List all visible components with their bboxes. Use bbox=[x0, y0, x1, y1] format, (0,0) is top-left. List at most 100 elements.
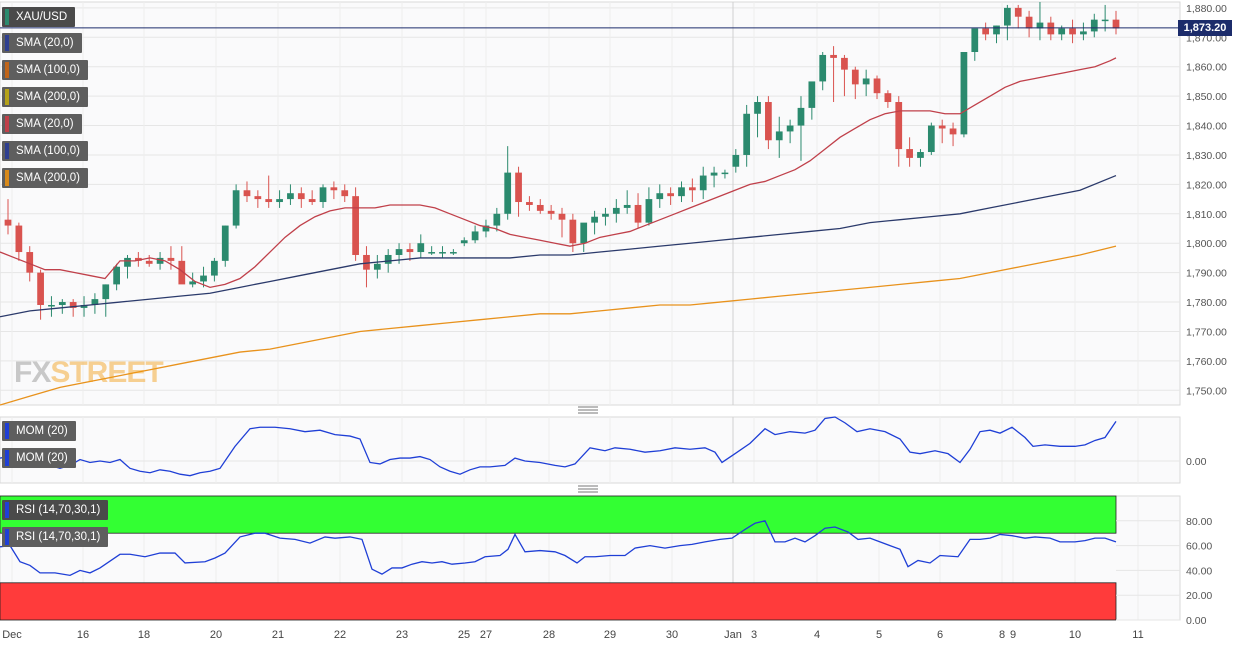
main-y-tick-label: 1,850.00 bbox=[1186, 91, 1227, 103]
candle-body bbox=[873, 78, 881, 94]
candle-body bbox=[688, 187, 696, 191]
candle-body bbox=[1080, 31, 1087, 35]
candle-body bbox=[895, 102, 903, 150]
candle-body bbox=[862, 78, 870, 85]
legend-sma-100-a[interactable]: SMA (100,0) bbox=[2, 60, 88, 80]
candle-body bbox=[4, 219, 12, 226]
legend-sma-200-b[interactable]: SMA (200,0) bbox=[2, 168, 88, 188]
x-date-label: 18 bbox=[138, 629, 150, 641]
candle-bullish bbox=[482, 219, 490, 238]
candle-bearish bbox=[363, 246, 370, 288]
x-date-label: 27 bbox=[480, 629, 492, 641]
main-y-tick-label: 1,810.00 bbox=[1186, 209, 1227, 221]
legend-sma-20-b[interactable]: SMA (20,0) bbox=[2, 114, 82, 134]
legend-sma-200-a[interactable]: SMA (200,0) bbox=[2, 87, 88, 107]
candle-bearish bbox=[1014, 4, 1022, 29]
candle-body bbox=[819, 54, 827, 82]
main-y-tick-label: 1,880.00 bbox=[1186, 3, 1227, 15]
candle-bullish bbox=[417, 234, 425, 258]
candle-body bbox=[526, 202, 533, 205]
mom-pane-bg bbox=[0, 416, 1181, 484]
candle-body bbox=[786, 125, 794, 132]
rsi-overbought-zone bbox=[0, 495, 1117, 534]
candle-bearish bbox=[841, 54, 848, 97]
legend-label: SMA (100,0) bbox=[16, 64, 80, 76]
candle-body bbox=[536, 204, 544, 211]
candle-body bbox=[960, 52, 968, 135]
x-date-label: 6 bbox=[937, 629, 943, 641]
x-date-label: 28 bbox=[543, 629, 555, 641]
candle-body bbox=[1047, 22, 1055, 35]
candle-bullish bbox=[373, 254, 381, 279]
candle-body bbox=[830, 54, 837, 58]
candle-bearish bbox=[765, 96, 772, 150]
legend-swatch bbox=[5, 35, 9, 51]
candle-bearish bbox=[243, 181, 251, 203]
rsi-oversold-zone bbox=[0, 582, 1117, 621]
x-date-label: 23 bbox=[396, 629, 408, 641]
candle-bearish bbox=[982, 22, 990, 41]
candle-body bbox=[319, 187, 327, 203]
candle-body bbox=[721, 172, 729, 175]
candle-bearish bbox=[406, 243, 414, 261]
candle-bullish bbox=[460, 237, 468, 247]
candle-bearish bbox=[145, 254, 153, 267]
legend-swatch bbox=[5, 62, 9, 78]
x-date-label: 16 bbox=[77, 629, 89, 641]
watermark-fx: FX bbox=[14, 356, 51, 389]
candle-body bbox=[504, 172, 512, 214]
legend-rsi-a[interactable]: RSI (14,70,30,1) bbox=[2, 500, 109, 520]
sma-line-2 bbox=[0, 174, 1117, 318]
candle-bullish bbox=[656, 184, 664, 208]
candle-body bbox=[384, 254, 392, 264]
main-y-tick-label: 1,770.00 bbox=[1186, 326, 1227, 338]
candle-body bbox=[341, 190, 349, 197]
candle-bullish bbox=[754, 96, 761, 138]
x-date-label: 21 bbox=[272, 629, 284, 641]
candle-bullish bbox=[612, 199, 620, 223]
candle-bullish bbox=[960, 52, 968, 138]
legend-mom-b[interactable]: MOM (20) bbox=[2, 448, 76, 468]
main-y-tick-label: 1,780.00 bbox=[1186, 297, 1227, 309]
candle-body bbox=[797, 107, 805, 126]
pane-resize-handle-1[interactable] bbox=[578, 406, 598, 414]
candle-body bbox=[287, 193, 294, 200]
candle-body bbox=[558, 213, 566, 220]
x-date-label: 25 bbox=[458, 629, 470, 641]
candle-bearish bbox=[873, 75, 881, 100]
main-y-tick-label: 1,760.00 bbox=[1186, 356, 1227, 368]
candle-bullish bbox=[80, 296, 88, 317]
candle-bearish bbox=[851, 66, 859, 100]
legend-swatch bbox=[5, 89, 9, 105]
candle-body bbox=[645, 199, 653, 223]
symbol-label[interactable]: XAU/USD bbox=[2, 7, 76, 27]
candle-body bbox=[602, 213, 609, 217]
candle-body bbox=[667, 193, 674, 197]
legend-mom-a[interactable]: MOM (20) bbox=[2, 421, 76, 441]
candle-bearish bbox=[558, 207, 566, 238]
candle-body bbox=[211, 260, 218, 276]
pane-resize-handle-2[interactable] bbox=[578, 485, 598, 493]
candle-bullish bbox=[287, 184, 294, 205]
candle-body bbox=[417, 243, 425, 253]
candle-bearish bbox=[830, 46, 837, 103]
candle-bearish bbox=[1112, 10, 1120, 35]
candle-body bbox=[754, 102, 761, 114]
legend-sma-100-b[interactable]: SMA (100,0) bbox=[2, 141, 88, 161]
legend-label: SMA (20,0) bbox=[16, 37, 74, 49]
candle-bearish bbox=[15, 222, 23, 261]
legend-rsi-b[interactable]: RSI (14,70,30,1) bbox=[2, 527, 109, 547]
candle-body bbox=[775, 131, 783, 141]
candle-bearish bbox=[69, 299, 77, 317]
candle-bearish bbox=[297, 187, 305, 208]
candle-body bbox=[1036, 22, 1044, 29]
legend-label: RSI (14,70,30,1) bbox=[16, 504, 101, 516]
candle-bullish bbox=[927, 122, 935, 155]
x-date-label: 29 bbox=[604, 629, 616, 641]
legend-swatch bbox=[5, 143, 9, 159]
legend-sma-20-a[interactable]: SMA (20,0) bbox=[2, 33, 82, 53]
candle-body bbox=[699, 175, 707, 191]
candle-bullish bbox=[797, 96, 805, 161]
